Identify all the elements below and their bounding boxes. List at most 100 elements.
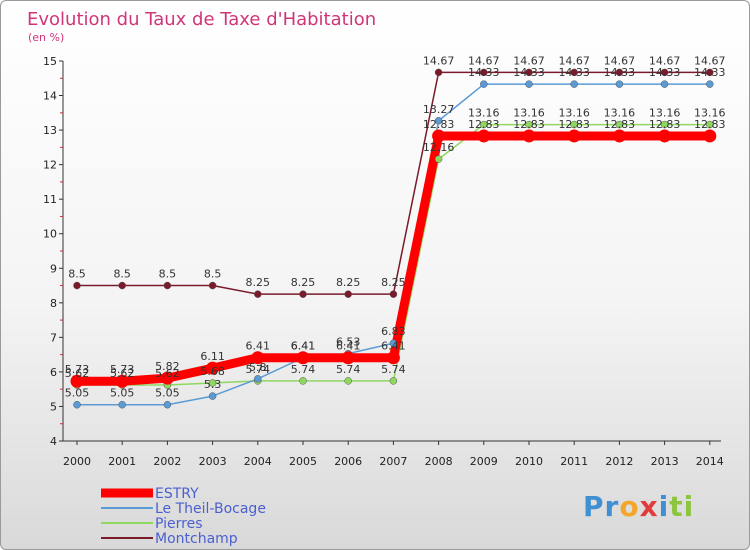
logo-letter: t — [669, 490, 683, 523]
data-point-le-theil-bocage — [525, 80, 533, 88]
data-label-estry: 12.83 — [513, 118, 545, 131]
logo-letter: i — [684, 490, 695, 523]
x-tick-label: 2002 — [153, 455, 181, 468]
data-point-le-theil-bocage — [208, 392, 217, 400]
chart-subtitle: (en %) — [28, 31, 64, 44]
y-tick-label: 7 — [50, 331, 57, 344]
x-tick-label: 2008 — [425, 455, 453, 468]
data-label-montchamp: 14.67 — [468, 54, 500, 67]
data-label-le-theil-bocage: 14.33 — [468, 66, 500, 79]
data-label-montchamp: 8.25 — [381, 276, 406, 289]
data-point-estry — [567, 129, 581, 143]
legend-label: Montchamp — [155, 531, 238, 547]
data-label-pierres: 13.16 — [513, 107, 545, 120]
data-point-estry — [432, 129, 446, 143]
data-point-montchamp — [660, 68, 669, 77]
data-label-le-theil-bocage: 14.33 — [513, 66, 545, 79]
legend-label: Pierres — [155, 516, 203, 532]
data-label-le-theil-bocage: 13.27 — [423, 103, 455, 116]
data-point-le-theil-bocage — [254, 375, 262, 383]
y-tick-label: 5 — [50, 400, 57, 413]
data-point-estry — [206, 361, 220, 375]
logo-letter: i — [659, 490, 670, 523]
x-tick-label: 2014 — [696, 455, 724, 468]
data-point-pierres — [299, 377, 307, 385]
data-point-montchamp — [344, 290, 352, 298]
data-point-pierres — [706, 120, 714, 129]
data-point-estry — [612, 129, 626, 143]
data-label-pierres: 5.62 — [155, 367, 180, 380]
data-label-le-theil-bocage: 14.33 — [649, 66, 681, 79]
data-point-estry — [341, 351, 355, 365]
data-label-le-theil-bocage: 6.41 — [291, 340, 316, 353]
y-tick-label: 12 — [43, 159, 57, 172]
x-tick-label: 2013 — [651, 455, 679, 468]
data-label-montchamp: 8.5 — [68, 268, 86, 281]
data-label-pierres: 12.16 — [423, 141, 455, 154]
data-label-pierres: 5.62 — [65, 367, 90, 380]
data-label-le-theil-bocage: 5.8 — [249, 361, 267, 374]
data-label-estry: 12.83 — [423, 118, 455, 131]
x-tick-label: 2011 — [560, 455, 588, 468]
data-label-estry: 5.73 — [110, 363, 135, 376]
data-point-pierres — [615, 120, 624, 129]
data-label-montchamp: 8.25 — [291, 276, 316, 289]
x-tick-label: 2009 — [470, 455, 498, 468]
x-tick-label: 2004 — [244, 455, 272, 468]
data-label-estry: 6.41 — [291, 340, 316, 353]
data-label-estry: 12.83 — [468, 118, 500, 131]
data-point-estry — [386, 351, 400, 365]
data-point-estry — [703, 129, 717, 143]
data-label-estry: 6.41 — [381, 340, 406, 353]
x-tick-label: 2001 — [108, 455, 136, 468]
data-point-pierres — [389, 377, 398, 385]
data-label-le-theil-bocage: 5.05 — [110, 387, 135, 400]
x-tick-label: 2003 — [199, 455, 227, 468]
data-label-pierres: 5.74 — [336, 363, 361, 376]
data-point-montchamp — [389, 290, 398, 298]
data-label-le-theil-bocage: 14.33 — [558, 66, 590, 79]
y-tick-label: 11 — [43, 193, 57, 206]
data-label-pierres: 13.16 — [649, 107, 681, 120]
y-tick-label: 15 — [43, 55, 57, 68]
data-point-pierres — [434, 155, 443, 163]
data-label-estry: 12.83 — [649, 118, 681, 131]
data-label-estry: 5.73 — [65, 363, 90, 376]
data-label-montchamp: 8.25 — [336, 276, 361, 289]
data-label-montchamp: 8.5 — [204, 268, 222, 281]
data-point-estry — [296, 351, 310, 365]
series-points — [70, 68, 717, 409]
y-tick-label: 4 — [50, 435, 57, 448]
data-label-pierres: 5.62 — [110, 367, 135, 380]
data-label-pierres: 13.16 — [694, 107, 726, 120]
data-label-le-theil-bocage: 5.05 — [65, 387, 90, 400]
data-point-montchamp — [299, 290, 307, 298]
data-label-estry: 12.83 — [604, 118, 636, 131]
data-label-estry: 6.41 — [246, 340, 271, 353]
data-point-pierres — [208, 379, 217, 387]
data-label-le-theil-bocage: 5.05 — [155, 387, 180, 400]
data-point-le-theil-bocage — [73, 400, 81, 409]
data-label-montchamp: 8.5 — [159, 268, 177, 281]
chart-title: Evolution du Taux de Taxe d'Habitation — [27, 9, 376, 30]
data-label-le-theil-bocage: 5.3 — [204, 378, 222, 391]
data-label-montchamp: 14.67 — [694, 54, 726, 67]
data-label-montchamp: 14.67 — [513, 54, 545, 67]
data-point-montchamp — [73, 281, 81, 290]
proxiti-logo: Proxiti — [583, 490, 694, 523]
data-label-estry: 12.83 — [558, 118, 590, 131]
proxiti-logo-text: Proxiti — [583, 490, 694, 523]
data-point-le-theil-bocage — [615, 80, 624, 88]
data-point-montchamp — [434, 68, 443, 77]
y-tick-label: 13 — [43, 124, 57, 137]
y-tick-label: 10 — [43, 228, 57, 241]
data-point-le-theil-bocage — [434, 117, 443, 125]
data-point-montchamp — [118, 281, 126, 290]
data-label-le-theil-bocage: 14.33 — [604, 66, 636, 79]
data-point-pierres — [525, 120, 533, 129]
data-label-pierres: 13.16 — [558, 107, 590, 120]
